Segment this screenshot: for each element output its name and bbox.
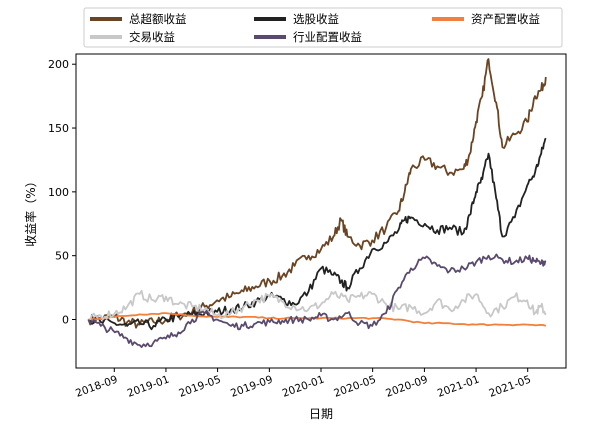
legend-label: 资产配置收益 <box>471 12 540 26</box>
x-tick-label: 2021-01 <box>436 374 481 400</box>
x-tick-label: 2020-05 <box>332 374 377 400</box>
y-tick-label: 200 <box>48 58 69 71</box>
legend-label: 选股收益 <box>293 12 339 26</box>
series-line <box>87 137 547 331</box>
y-axis-label: 收益率（%） <box>23 175 38 246</box>
legend-label: 交易收益 <box>129 30 175 44</box>
series-layer <box>87 58 547 348</box>
x-tick-label: 2019-01 <box>126 374 171 400</box>
x-tick-label: 2019-09 <box>229 374 274 400</box>
y-tick-label: 0 <box>62 313 69 326</box>
x-tick-label: 2019-05 <box>177 374 222 400</box>
series-line <box>88 289 547 321</box>
y-tick-label: 100 <box>48 186 69 199</box>
y-axis: 0 50 100 150 200 <box>48 58 76 326</box>
y-tick-label: 150 <box>48 122 69 135</box>
x-tick-label: 2020-01 <box>281 374 326 400</box>
legend-label: 行业配置收益 <box>293 30 362 44</box>
y-tick-label: 50 <box>55 250 69 263</box>
legend-label: 总超额收益 <box>129 12 187 26</box>
x-axis-label: 日期 <box>309 407 333 421</box>
series-line <box>87 253 547 348</box>
x-tick-label: 2020-09 <box>384 374 429 400</box>
x-tick-label: 2018-09 <box>74 374 119 400</box>
x-axis: 2018-09 2019-01 2019-05 2019-09 2020-01 2020-… <box>74 368 533 400</box>
plot-area <box>75 53 567 369</box>
series-line <box>88 312 547 327</box>
x-tick-label: 2021-05 <box>487 374 532 400</box>
